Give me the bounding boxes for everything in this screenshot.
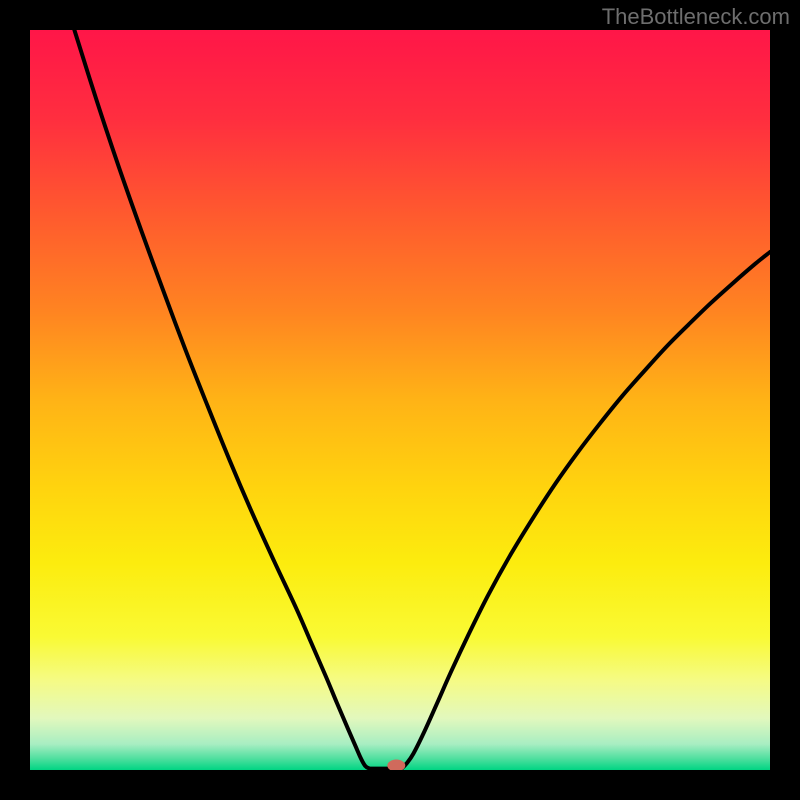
minimum-marker (387, 760, 405, 772)
bottleneck-chart (0, 0, 800, 800)
plot-background (30, 30, 770, 770)
watermark-text: TheBottleneck.com (602, 4, 790, 30)
chart-frame: TheBottleneck.com (0, 0, 800, 800)
